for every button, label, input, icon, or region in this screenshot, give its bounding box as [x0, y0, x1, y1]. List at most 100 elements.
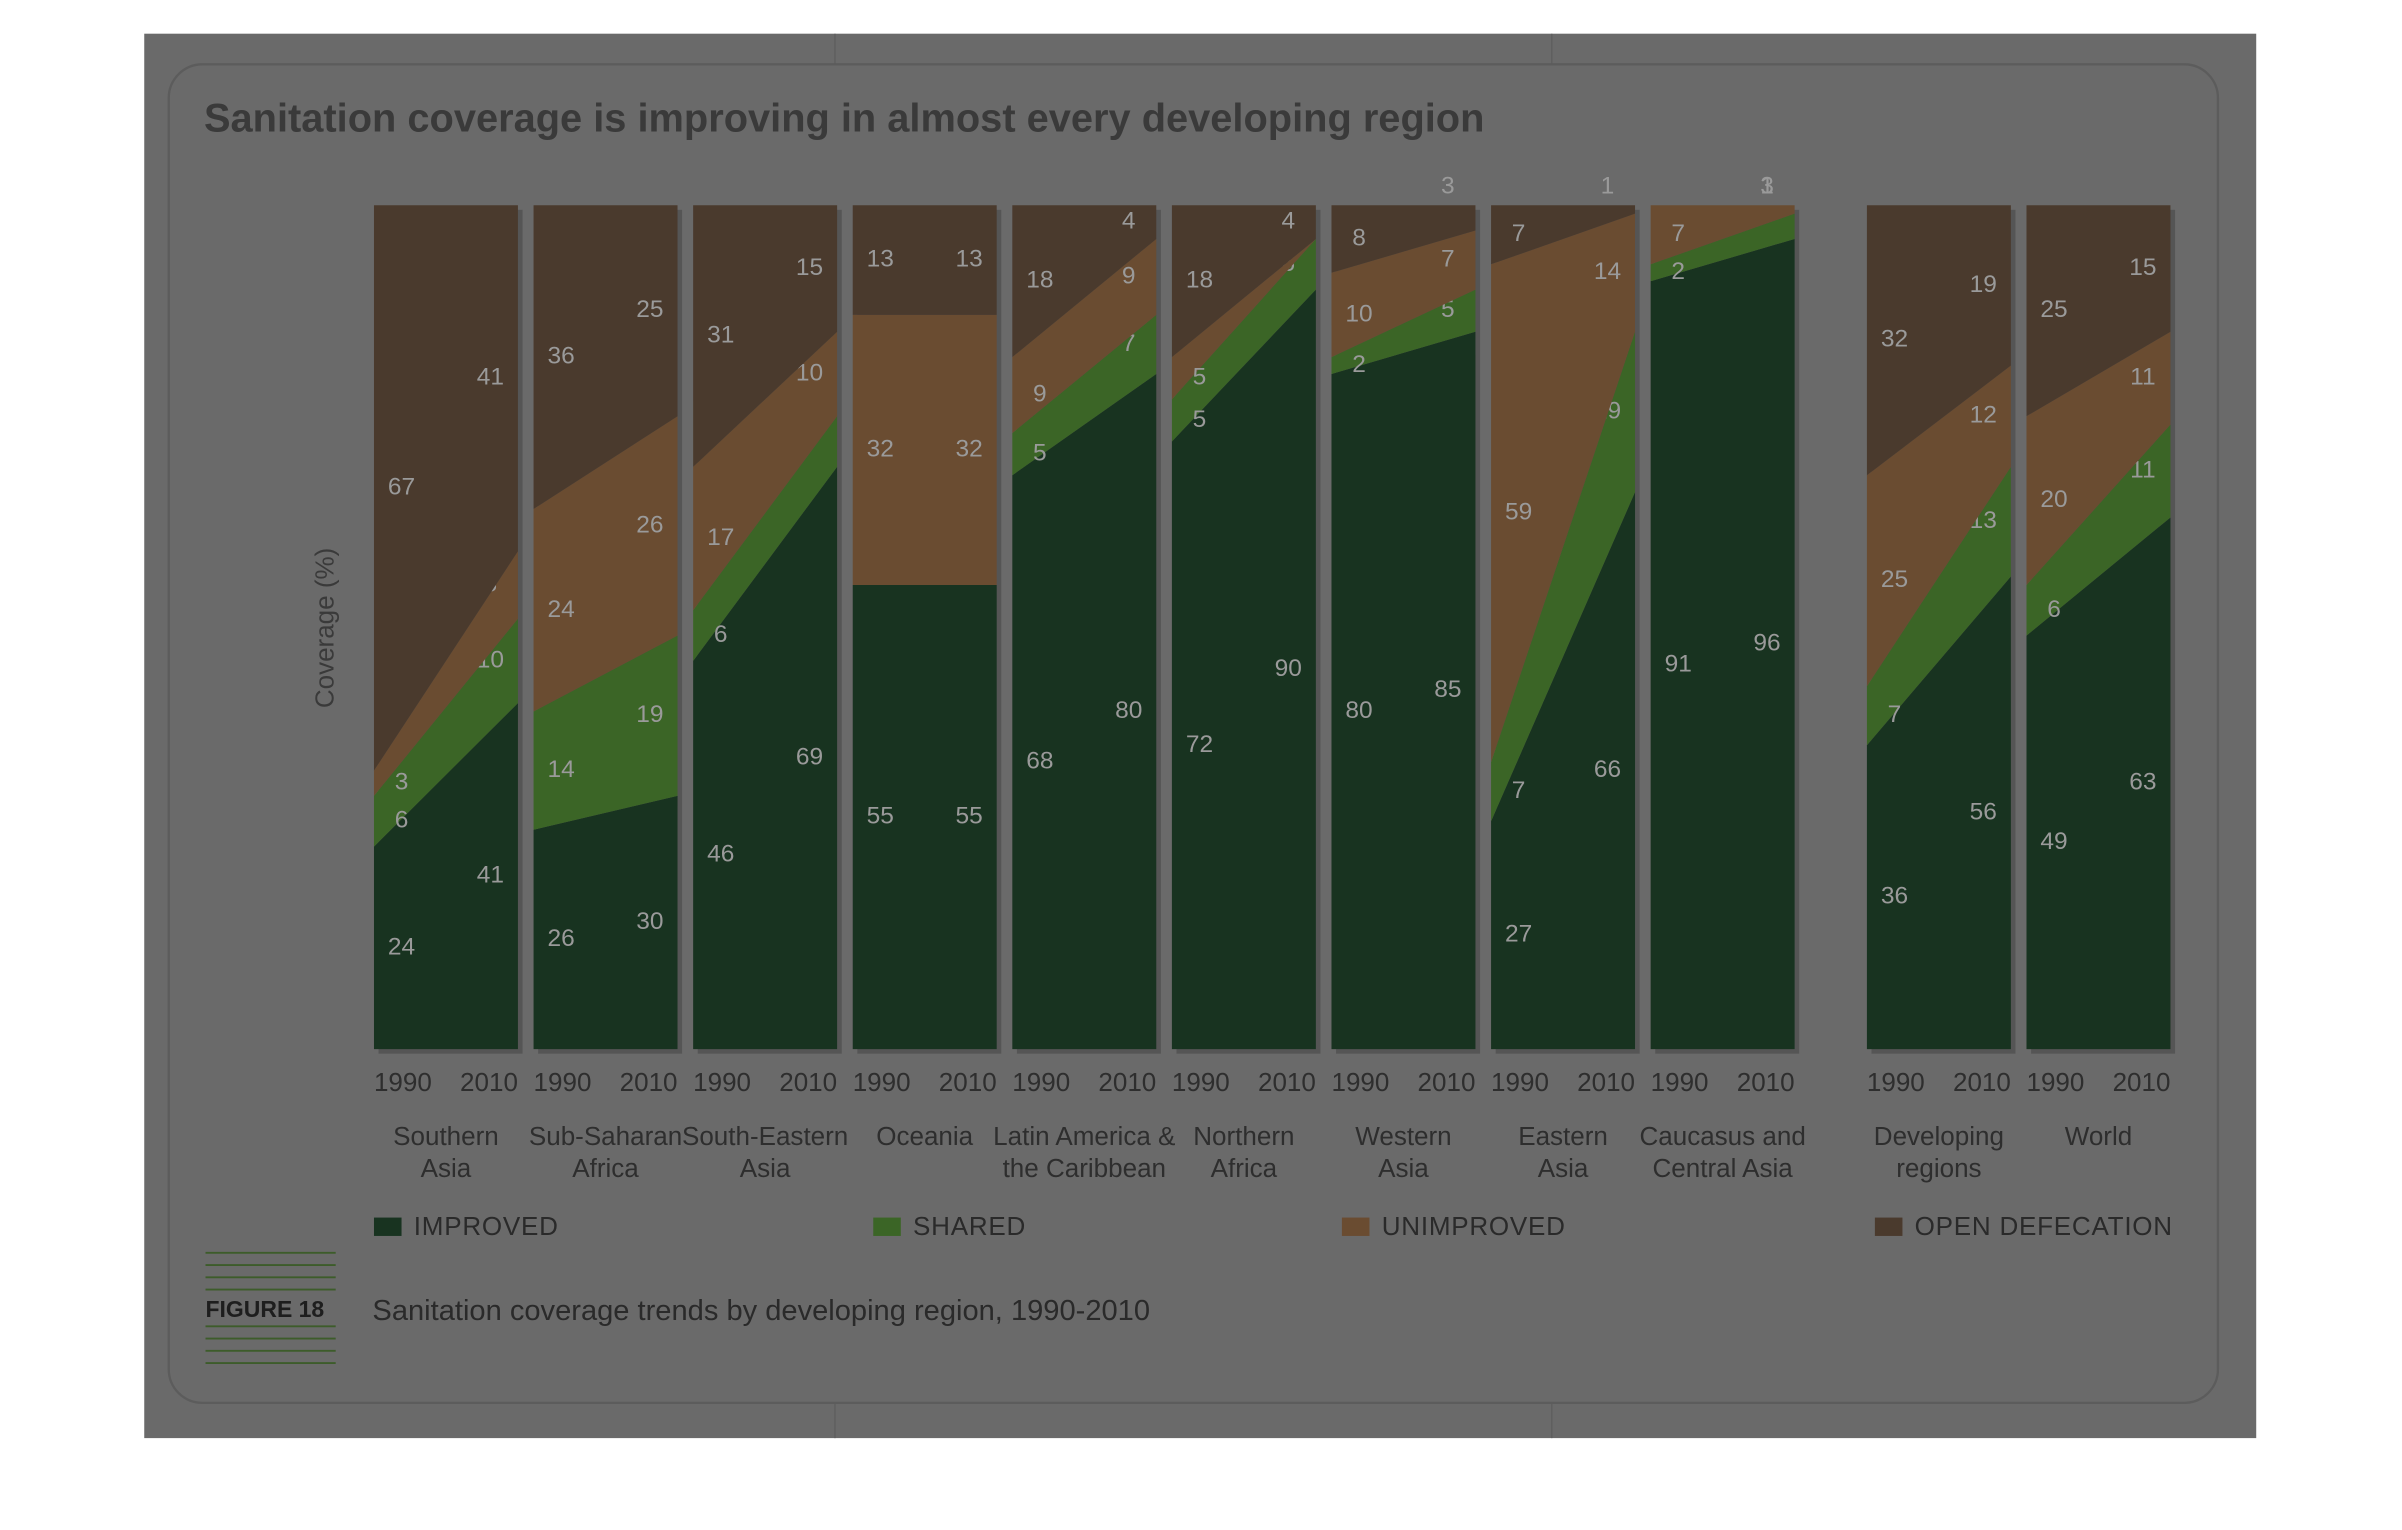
area-segment — [2026, 424, 2171, 636]
value-label: 36 — [547, 343, 574, 370]
value-label: 7 — [1671, 220, 1685, 247]
category-label: Oceania — [876, 1121, 973, 1151]
category-label: the Caribbean — [1003, 1153, 1166, 1183]
value-label: 80 — [1115, 697, 1142, 724]
area-segment — [1491, 492, 1636, 1050]
value-label: 6 — [2047, 596, 2061, 623]
x-tick-label: 2010 — [1258, 1067, 1316, 1097]
area-segment — [1331, 331, 1476, 1050]
area-segment — [693, 331, 838, 611]
value-label: 3 — [1441, 172, 1455, 199]
value-label: 18 — [1026, 267, 1053, 294]
category-label: Caucasus and — [1639, 1121, 1805, 1151]
value-label: 26 — [636, 511, 663, 538]
x-tick-label: 1990 — [2026, 1067, 2084, 1097]
value-label: 36 — [1881, 883, 1908, 910]
x-tick-label: 2010 — [779, 1067, 837, 1097]
x-tick-label: 2010 — [460, 1067, 518, 1097]
x-tick-label: 2010 — [620, 1067, 678, 1097]
category-label: Western — [1355, 1121, 1451, 1151]
value-label: 41 — [477, 364, 504, 391]
value-label: 41 — [477, 862, 504, 889]
category-label: Africa — [1211, 1153, 1278, 1183]
value-label: 30 — [636, 908, 663, 935]
area-segment — [373, 618, 518, 847]
value-label: 69 — [796, 743, 823, 770]
area-segment — [1866, 205, 2011, 476]
area-segment — [2026, 205, 2171, 417]
x-tick-label: 1990 — [1651, 1067, 1709, 1097]
legend-label: IMPROVED — [414, 1211, 559, 1241]
category-label: Southern — [393, 1121, 499, 1151]
chart-title: Sanitation coverage is improving in almo… — [204, 97, 1484, 141]
category-label: regions — [1896, 1153, 1981, 1183]
value-label: 55 — [867, 803, 894, 830]
value-label: 2 — [1352, 351, 1366, 378]
area-segment — [2026, 331, 2171, 585]
value-label: 66 — [1594, 756, 1621, 783]
value-label: 91 — [1665, 651, 1692, 678]
category-label: Eastern — [1518, 1121, 1608, 1151]
value-label: 32 — [955, 435, 982, 462]
x-tick-label: 2010 — [1098, 1067, 1156, 1097]
x-tick-label: 1990 — [1867, 1067, 1925, 1097]
area-segment — [1650, 213, 1795, 282]
category-label: Sub-Saharan — [529, 1121, 682, 1151]
value-label: 59 — [1505, 499, 1532, 526]
value-label: 90 — [1275, 655, 1302, 682]
x-tick-label: 2010 — [1953, 1067, 2011, 1097]
area-segment — [852, 205, 997, 315]
category-label: South-Eastern — [682, 1121, 848, 1151]
legend-label: UNIMPROVED — [1382, 1211, 1566, 1241]
value-label: 5 — [1193, 364, 1207, 391]
value-label: 32 — [1881, 326, 1908, 353]
value-label: 3 — [395, 769, 409, 796]
value-label: 15 — [796, 254, 823, 281]
area-segment — [1866, 576, 2011, 1050]
area-segment — [1331, 205, 1476, 273]
y-axis-label: Coverage (%) — [309, 548, 339, 709]
value-label: 7 — [1888, 701, 1902, 728]
value-label: 2 — [1671, 258, 1685, 285]
area-segment — [1171, 205, 1316, 358]
area-segment — [1012, 314, 1157, 476]
value-label: 4 — [1281, 208, 1295, 235]
x-tick-label: 2010 — [1418, 1067, 1476, 1097]
value-label: 19 — [1970, 271, 1997, 298]
category-label: Africa — [572, 1153, 639, 1183]
value-label: 49 — [2040, 828, 2067, 855]
value-label: 63 — [2129, 769, 2156, 796]
x-tick-label: 2010 — [1577, 1067, 1635, 1097]
legend-swatch — [1874, 1217, 1903, 1236]
area-segment — [533, 416, 678, 712]
area-segment — [693, 205, 838, 467]
x-tick-label: 1990 — [853, 1067, 911, 1097]
value-label: 7 — [1441, 246, 1455, 273]
value-label: 5 — [1033, 440, 1047, 467]
area-segment — [1650, 205, 1795, 265]
area-segment — [373, 205, 518, 771]
x-tick-label: 2010 — [2113, 1067, 2171, 1097]
value-label: 27 — [1505, 921, 1532, 948]
area-segment — [1491, 205, 1636, 265]
category-label: Latin America & — [993, 1121, 1175, 1151]
area-segment — [1866, 365, 2011, 687]
value-label: 25 — [1881, 566, 1908, 593]
value-label: 9 — [1122, 262, 1136, 289]
area-segment — [693, 416, 838, 661]
value-label: 1 — [1760, 172, 1774, 199]
x-tick-label: 1990 — [1012, 1067, 1070, 1097]
value-label: 13 — [867, 246, 894, 273]
value-label: 96 — [1753, 630, 1780, 657]
area-segment — [1171, 238, 1316, 400]
category-label: World — [2065, 1121, 2132, 1151]
value-label: 19 — [636, 701, 663, 728]
area-segment — [1650, 238, 1795, 1050]
value-label: 24 — [388, 933, 415, 960]
caption: Sanitation coverage trends by developing… — [372, 1295, 1150, 1327]
value-label: 14 — [547, 756, 574, 783]
value-label: 18 — [1186, 267, 1213, 294]
category-label: Northern — [1193, 1121, 1294, 1151]
area-segment — [852, 584, 997, 1050]
